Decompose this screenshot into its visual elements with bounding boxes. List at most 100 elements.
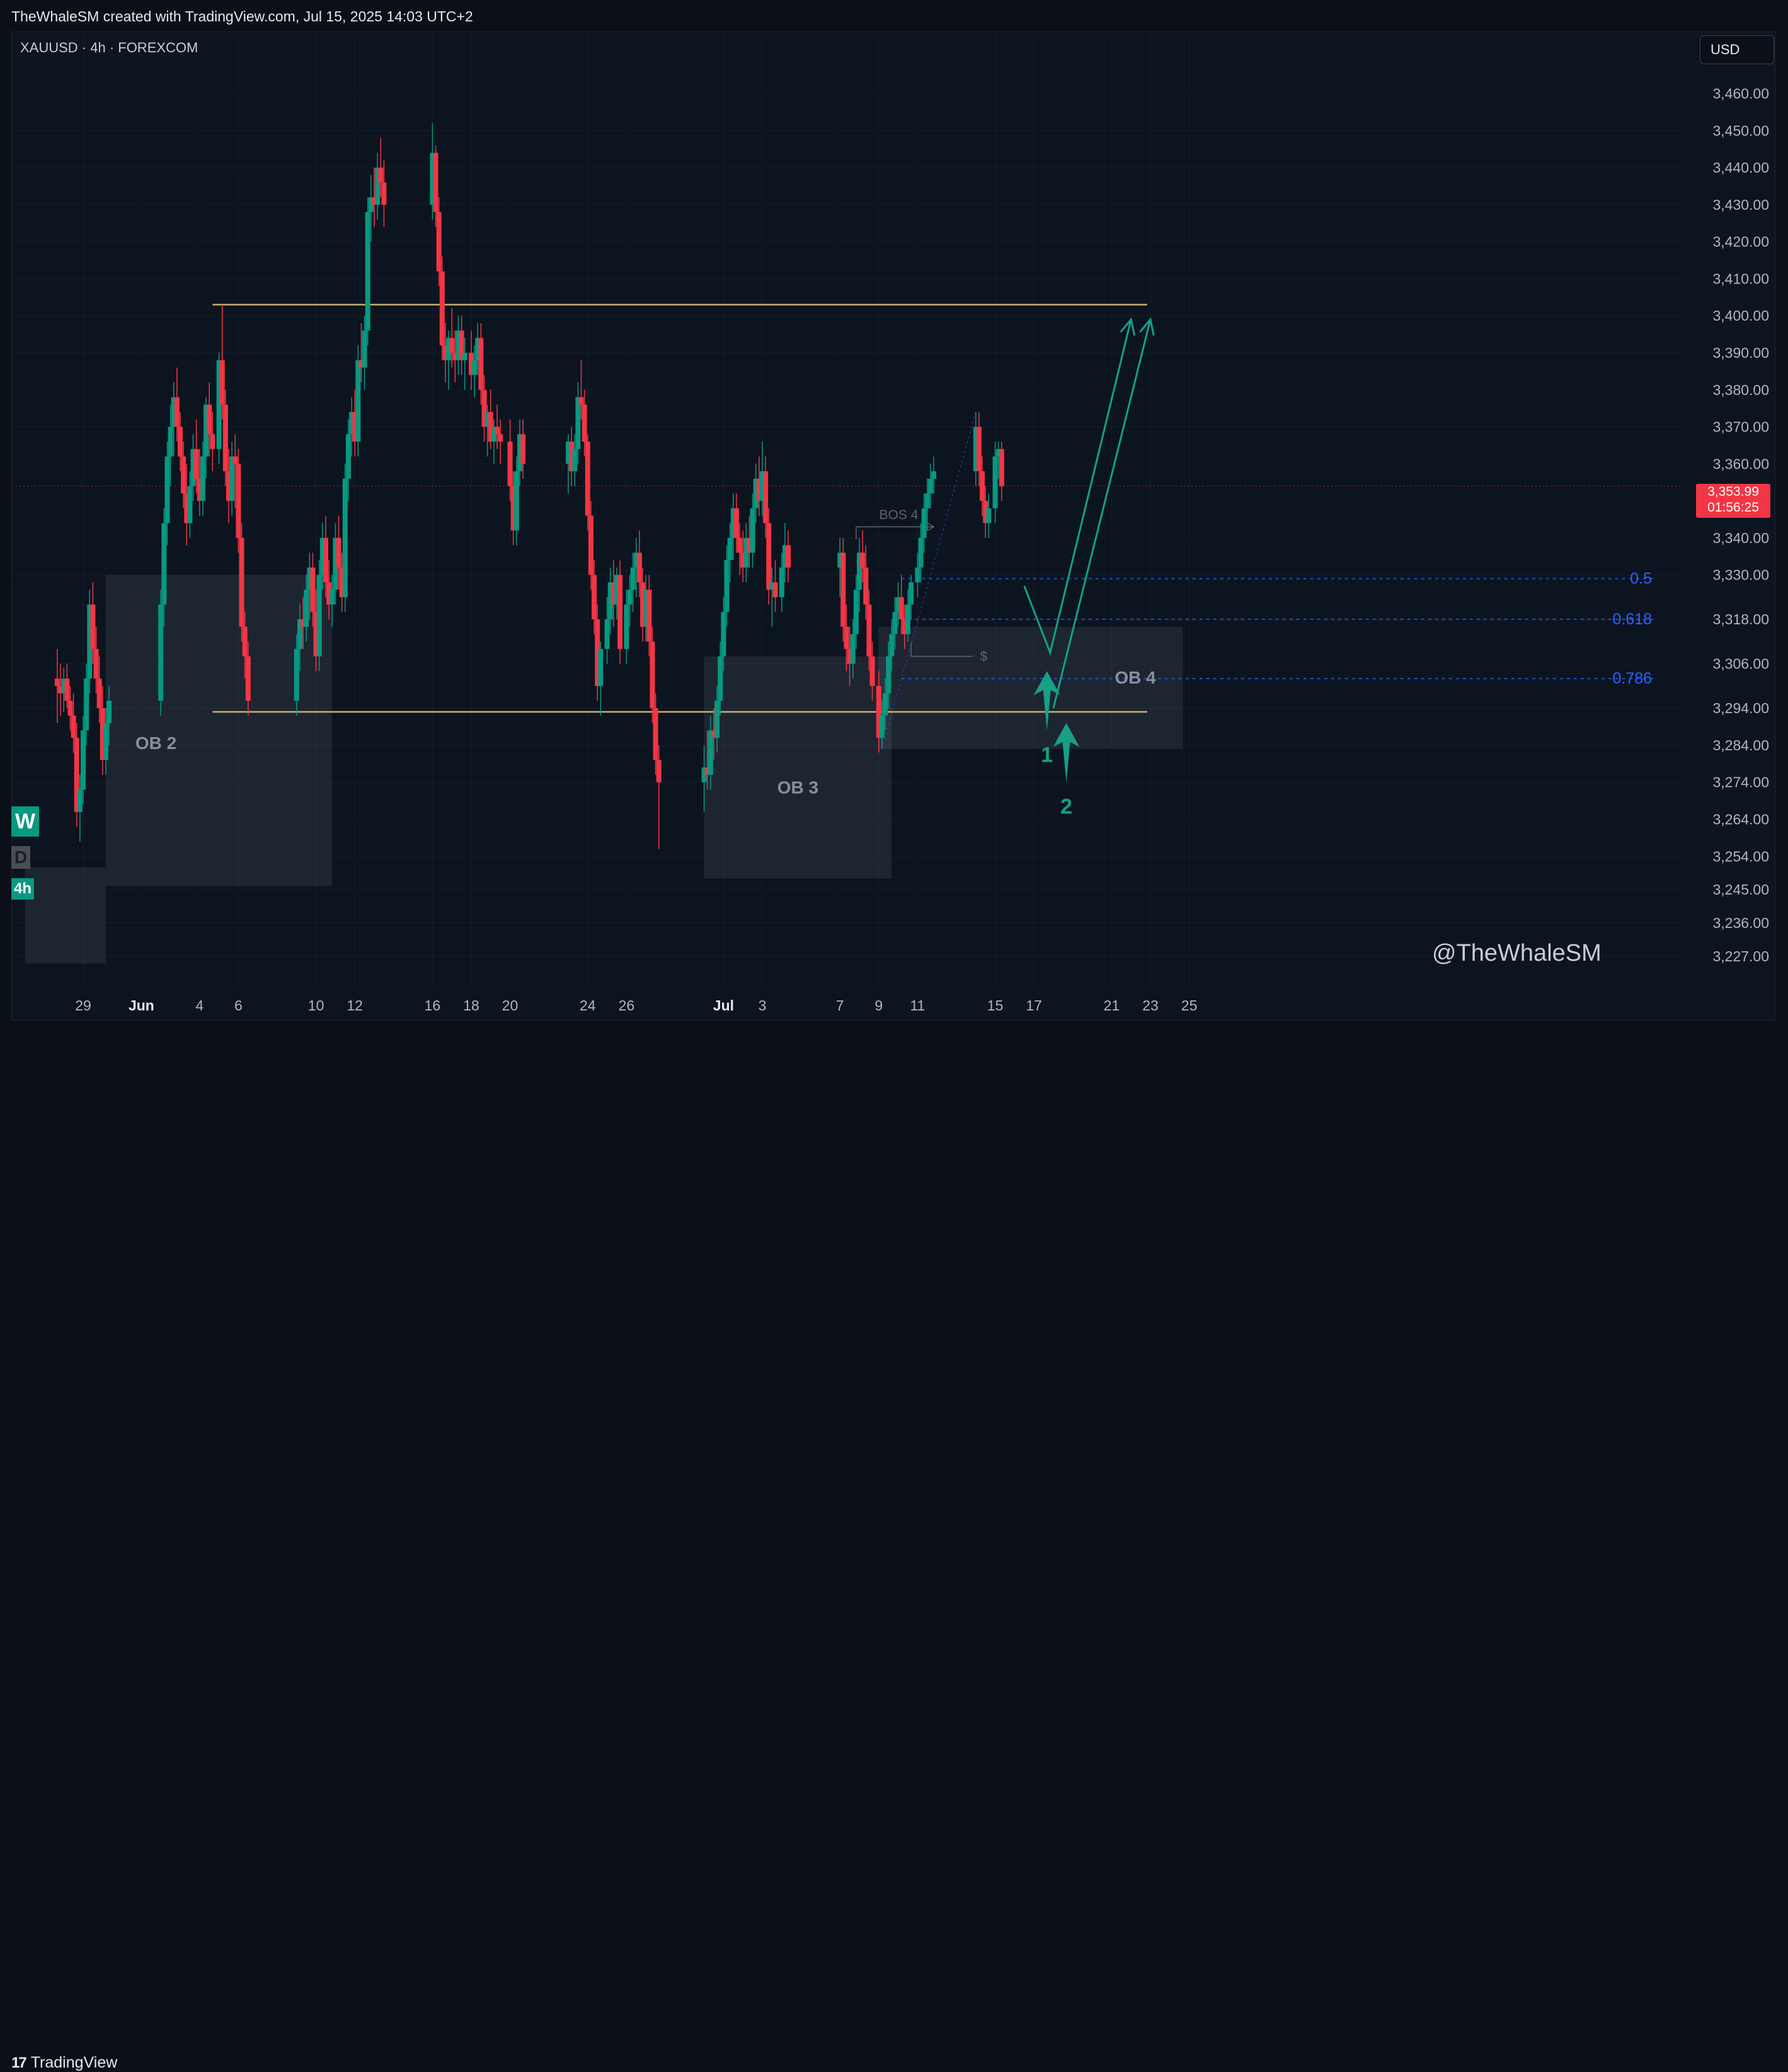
candle-up <box>368 197 374 212</box>
candle-down <box>245 656 251 701</box>
price-axis-label: 3,340.00 <box>1712 530 1769 546</box>
candle-down <box>339 567 345 597</box>
price-axis-label: 3,390.00 <box>1712 345 1769 361</box>
candle-down <box>74 738 79 812</box>
entry-arrow-1 <box>1033 671 1060 731</box>
time-axis-label: 18 <box>463 997 479 1014</box>
symbol-label[interactable]: XAUUSD · 4h · FOREXCOM <box>20 40 198 55</box>
candle-up <box>491 426 496 442</box>
candle-up <box>475 338 481 360</box>
time-axis-label: 11 <box>910 997 925 1014</box>
candle-down <box>197 478 202 501</box>
candle-up <box>750 508 755 553</box>
candle-up <box>927 478 933 494</box>
fib-label-0.786: 0.786 <box>1612 670 1652 687</box>
time-axis-label: Jun <box>129 997 154 1014</box>
annotation-arrowhead <box>927 522 935 531</box>
candle-up <box>879 715 885 738</box>
candle-up <box>995 449 1001 457</box>
candle-up <box>782 545 788 568</box>
candle-down <box>236 464 241 538</box>
candle-down <box>459 330 464 360</box>
candle-up <box>200 456 205 501</box>
candle-down <box>983 501 989 524</box>
candle-up <box>718 656 723 701</box>
candle-down <box>582 404 587 442</box>
price-axis-label: 3,430.00 <box>1712 197 1769 213</box>
zone-ob4 <box>878 626 1183 749</box>
candle-down <box>219 360 225 405</box>
candle-up <box>572 449 578 472</box>
candle-down <box>358 360 364 368</box>
candle-up <box>355 360 361 442</box>
time-axis-label: 12 <box>347 997 363 1014</box>
candle-up <box>701 767 707 782</box>
candle-up <box>908 582 914 605</box>
tradingview-brand-text: TradingView <box>30 2054 118 2071</box>
candle-down <box>336 537 341 568</box>
time-axis-label: Jul <box>713 997 734 1014</box>
candle-up <box>203 404 209 457</box>
candle-down <box>740 552 746 568</box>
candle-up <box>892 612 898 634</box>
candle-up <box>190 449 196 486</box>
candle-down <box>640 582 646 627</box>
candle-down <box>193 449 199 479</box>
candle-up <box>342 478 348 597</box>
candle-down <box>478 338 484 390</box>
candle-up <box>575 397 581 449</box>
timeframe-badge-daily: D <box>11 846 30 869</box>
candle-down <box>999 449 1004 486</box>
candle-up <box>446 338 452 360</box>
currency-button[interactable]: USD <box>1700 35 1774 64</box>
candle-down <box>178 426 183 457</box>
candle-down <box>840 552 846 627</box>
price-axis-label: 3,330.00 <box>1712 567 1769 583</box>
chart-pane[interactable] <box>11 31 1775 1021</box>
entry-arrow-2 <box>1053 723 1080 782</box>
candle-up <box>216 360 222 449</box>
candle-down <box>54 678 60 686</box>
candle-up <box>905 604 910 634</box>
candle-down <box>207 404 212 435</box>
candle-up <box>375 168 381 205</box>
candle-down <box>495 426 500 435</box>
candle-up <box>886 656 891 694</box>
projection-path-1 <box>1023 319 1132 656</box>
candle-down <box>439 271 445 346</box>
candle-down <box>498 434 503 442</box>
time-axis-label: 23 <box>1142 997 1159 1014</box>
candle-up <box>714 701 720 738</box>
candle-down <box>866 604 872 656</box>
time-axis-label: 20 <box>502 997 519 1014</box>
tradingview-logo[interactable]: 17 TradingView <box>11 2054 117 2072</box>
candle-up <box>330 590 335 605</box>
candle-up <box>304 590 309 627</box>
candle-down <box>656 760 662 782</box>
price-axis-label: 3,450.00 <box>1712 122 1769 139</box>
candle-up <box>769 582 775 590</box>
candle-up <box>931 471 937 479</box>
candle-down <box>372 197 377 205</box>
price-axis-label: 3,380.00 <box>1712 382 1769 398</box>
candle-up <box>633 552 639 568</box>
price-axis-label: 3,410.00 <box>1712 270 1769 287</box>
candle-up <box>513 471 519 531</box>
price-axis-label: 3,306.00 <box>1712 656 1769 672</box>
price-axis-label: 3,227.00 <box>1712 948 1769 964</box>
candle-up <box>708 730 713 775</box>
candle-down <box>326 582 332 605</box>
candle-up <box>643 590 649 627</box>
candle-down <box>96 678 102 709</box>
candle-up <box>187 486 193 524</box>
time-axis-label: 7 <box>836 997 844 1014</box>
candle-down <box>452 352 458 360</box>
candle-up <box>850 634 856 664</box>
candle-down <box>876 685 881 738</box>
candle-down <box>592 575 597 620</box>
candle-up <box>924 493 930 508</box>
candle-up <box>517 434 522 472</box>
candle-up <box>837 552 843 568</box>
candle-up <box>168 426 173 457</box>
